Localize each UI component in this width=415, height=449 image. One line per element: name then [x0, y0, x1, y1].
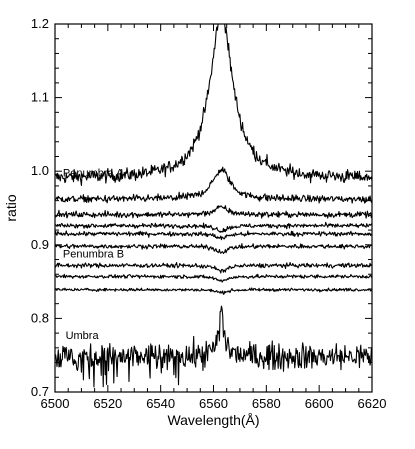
series-line: [54, 305, 373, 388]
x-tick-label: 6520: [93, 396, 122, 411]
series-line: [54, 230, 372, 241]
y-tick-label: 0.7: [31, 384, 49, 399]
y-tick-label: 1.1: [31, 90, 49, 105]
series-line: [54, 205, 373, 219]
series-line: [54, 243, 373, 255]
series-annotation: Penumbra A: [63, 167, 124, 179]
x-tick-label: 6540: [146, 396, 175, 411]
y-tick-label: 1.2: [31, 16, 49, 31]
annotation-layer: Penumbra A Penumbra B Umbra: [63, 167, 124, 342]
tick-layer: [54, 23, 373, 393]
series-layer: [54, 23, 373, 388]
series-line: [54, 221, 373, 233]
x-tick-label: 6560: [199, 396, 228, 411]
y-axis-title: ratio: [3, 194, 19, 221]
series-line: [54, 261, 373, 274]
x-axis-title: Wavelength(Å): [167, 412, 259, 428]
plot-frame: [54, 23, 373, 393]
series-annotation: Penumbra B: [63, 248, 124, 260]
series-annotation: Umbra: [66, 330, 100, 342]
y-tick-label: 0.8: [31, 310, 49, 325]
tick-label-layer: 6500 6520 6540 6560 6580 6600 6620 0.7 0.8 0.9 1.0…: [31, 16, 387, 411]
series-line: [54, 23, 373, 187]
y-tick-label: 1.0: [31, 163, 49, 178]
y-tick-label: 0.9: [31, 237, 49, 252]
x-tick-label: 6500: [41, 396, 70, 411]
series-line: [54, 273, 373, 283]
x-tick-label: 6620: [358, 396, 387, 411]
x-tick-label: 6580: [252, 396, 281, 411]
x-tick-label: 6600: [305, 396, 334, 411]
series-line: [54, 287, 373, 295]
series-line: [54, 166, 373, 204]
